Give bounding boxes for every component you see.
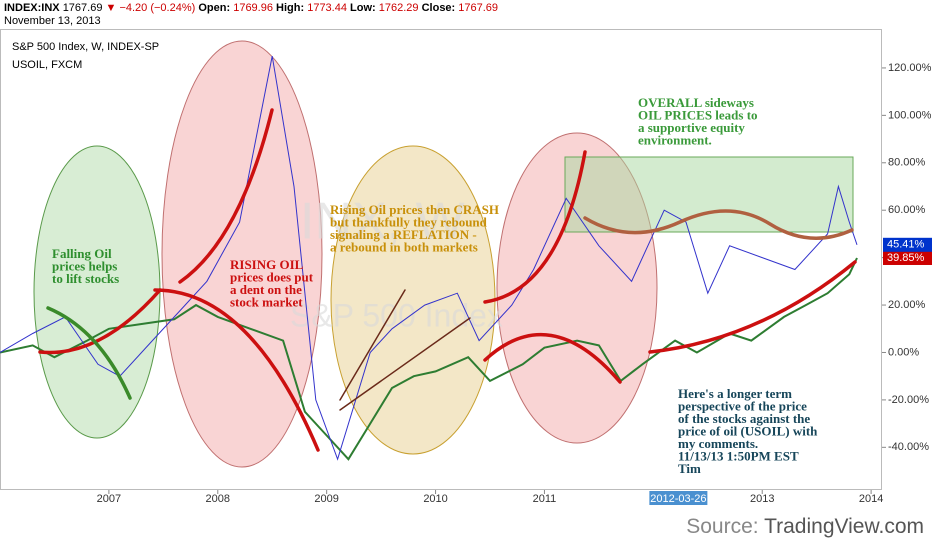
annotation-line: to lift stocks	[52, 271, 119, 286]
arrow	[483, 150, 587, 304]
y-tick-label: -20.00%	[888, 394, 929, 406]
x-tick-label: 2014	[859, 493, 883, 505]
price: 1767.69	[63, 2, 103, 14]
y-tick-label: 0.00%	[888, 346, 919, 358]
annotation-line: Rising Oil prices then CRASH	[330, 202, 499, 217]
annotation-line: Tim	[678, 461, 701, 476]
x-tick-label: 2007	[97, 493, 121, 505]
x-tick-label: 2011	[533, 493, 557, 505]
y-tick-label: 20.00%	[888, 299, 926, 311]
annotation-line: environment.	[638, 132, 712, 147]
open: 1769.96	[233, 2, 273, 14]
annotation-line: Falling Oil	[52, 246, 112, 261]
series-line	[0, 56, 858, 461]
legend-entry: USOIL, FXCM	[12, 59, 82, 71]
box	[564, 156, 854, 233]
annotation-line: signaling a REFLATION -	[330, 227, 477, 242]
annotation-line: price of oil (USOIL) with	[678, 423, 818, 438]
y-tick-label: 120.00%	[888, 62, 932, 74]
low-label: Low:	[350, 2, 376, 14]
annotation-line: perspective of the price	[678, 398, 807, 413]
open-label: Open:	[198, 2, 230, 14]
annotation-line: my comments.	[678, 436, 758, 451]
x-tick-label: 2010	[423, 493, 447, 505]
annotation-line: RISING OIL	[230, 257, 304, 272]
low: 1762.29	[379, 2, 419, 14]
x-tick-label: 2008	[206, 493, 230, 505]
source-label: Source:	[686, 515, 758, 538]
crosshair-label: 2012-03-26	[650, 493, 706, 505]
annotation-line: of the stocks against the	[678, 411, 810, 426]
y-tick-label: 100.00%	[888, 109, 932, 121]
watermark: S&P 500 Index	[290, 297, 503, 333]
crosshair-box	[649, 491, 708, 505]
close-label: Close:	[422, 2, 456, 14]
x-tick-label: 2013	[750, 493, 774, 505]
annotation-line: Here's a longer term	[678, 386, 792, 401]
ellipse	[161, 40, 323, 468]
arrow	[46, 306, 132, 400]
source: Source: TradingView.com	[686, 515, 924, 538]
annotation-line: 11/13/13 1:50PM EST	[678, 448, 799, 463]
annotation-line: prices does put	[230, 269, 314, 284]
series-layer	[0, 56, 858, 461]
arrow	[38, 288, 162, 355]
last-value-box	[883, 250, 932, 265]
last-value-box	[883, 237, 932, 252]
y-tick-label: 80.00%	[888, 157, 926, 169]
header-quote: INDEX:INX 1767.69 ▼ −4.20 (−0.24%) Open:…	[4, 2, 498, 14]
y-tick-label: -40.00%	[888, 441, 929, 453]
change: ▼ −4.20 (−0.24%)	[106, 2, 196, 14]
arrow	[178, 108, 274, 284]
header-date: November 13, 2013	[4, 15, 101, 27]
last-value-label: 39.85%	[887, 252, 925, 264]
arrow	[648, 260, 857, 354]
ellipse	[33, 145, 161, 439]
legend-entry: S&P 500 Index, W, INDEX-SP	[12, 41, 159, 53]
annotation-line: prices helps	[52, 258, 117, 273]
arrow	[483, 332, 622, 384]
last-value-label: 45.41%	[887, 239, 925, 251]
symbol: INDEX:INX	[4, 2, 60, 14]
annotation-line: but thankfully they rebound	[330, 214, 488, 229]
series-line	[0, 257, 858, 461]
source-name: TradingView.com	[764, 515, 924, 538]
high: 1773.44	[307, 2, 347, 14]
annotation-line: stock market	[230, 294, 303, 309]
high-label: High:	[276, 2, 304, 14]
arrow	[153, 288, 320, 452]
trend-line	[339, 317, 471, 411]
annotation-line: a supportive equity	[638, 120, 745, 135]
annotation-line: a dent on the	[230, 282, 302, 297]
wave	[583, 209, 854, 240]
annotation-line: OVERALL sideways	[638, 95, 754, 110]
plot-frame	[0, 29, 882, 490]
hand-arrows	[38, 108, 857, 452]
annotation-shapes: INX, W S&P 500 Index	[33, 40, 854, 468]
x-tick-label: 2009	[314, 493, 338, 505]
y-tick-label: 60.00%	[888, 204, 926, 216]
annotation-line: OIL PRICES leads to	[638, 107, 758, 122]
close: 1767.69	[458, 2, 498, 14]
trend-line	[339, 289, 406, 401]
watermark: INX, W	[300, 193, 465, 251]
annotation-line: a rebound in both markets	[330, 239, 478, 254]
